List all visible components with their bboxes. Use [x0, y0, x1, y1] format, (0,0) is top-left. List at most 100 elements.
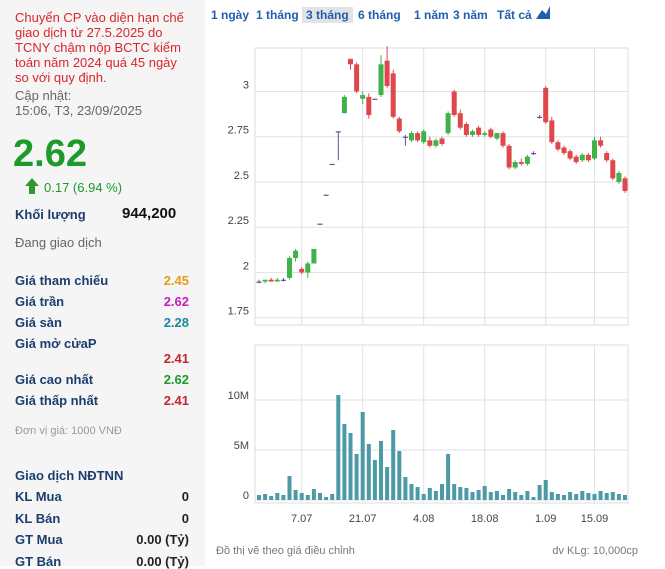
- candle-body: [329, 163, 335, 166]
- candle-body: [482, 133, 488, 135]
- volume-bar: [318, 493, 322, 500]
- range-button[interactable]: 1 tháng: [256, 8, 299, 22]
- candle-body: [506, 145, 512, 168]
- candle-body: [317, 223, 323, 225]
- row-label: Giá sàn: [15, 315, 62, 330]
- candle-body: [439, 138, 445, 144]
- candle-body: [293, 250, 299, 259]
- candle-body: [409, 133, 414, 141]
- row-value: 2.45: [163, 273, 189, 288]
- volume-bar: [440, 484, 444, 500]
- candle-body: [622, 178, 628, 192]
- candle-body: [512, 162, 518, 168]
- volume-bar: [470, 492, 475, 500]
- candle-body: [378, 64, 384, 96]
- volume-bar: [574, 494, 579, 500]
- volume-bar: [397, 451, 402, 500]
- candle-body: [451, 91, 457, 115]
- range-button[interactable]: 1 ngày: [211, 8, 250, 22]
- status: Đang giao dịch: [15, 235, 102, 250]
- candle-body: [561, 147, 567, 154]
- candle-body: [616, 172, 622, 182]
- up-arrow: [25, 178, 39, 194]
- candle-body: [396, 118, 402, 132]
- candle-body: [402, 136, 408, 138]
- volume-bar: [507, 489, 512, 500]
- foreign-label: KL Mua: [15, 489, 62, 504]
- volume-bar: [348, 433, 353, 500]
- foreign-label: KL Bán: [15, 510, 61, 526]
- row-value: 2.41: [163, 393, 189, 408]
- range-button[interactable]: Tất cả: [497, 8, 532, 22]
- candle-body: [256, 281, 262, 283]
- volume-bar: [494, 491, 499, 500]
- volume-bar: [610, 492, 615, 500]
- row-value: 2.41: [163, 351, 189, 366]
- row-value: 2.28: [163, 315, 189, 330]
- range-button[interactable]: 3 tháng: [302, 7, 353, 23]
- price: 2.62: [13, 133, 87, 175]
- volume-bar: [446, 454, 451, 500]
- candle-body: [341, 96, 347, 114]
- volume-tick-label: 0: [243, 490, 249, 502]
- volume-bar: [293, 490, 298, 500]
- candle-body: [323, 194, 329, 196]
- volume-bar: [598, 491, 603, 500]
- candle-body: [262, 279, 268, 282]
- candle-body: [610, 160, 616, 179]
- x-tick-label: 1.09: [535, 513, 556, 525]
- volume-bar: [488, 492, 493, 500]
- range-button[interactable]: 6 tháng: [358, 8, 401, 22]
- candle-body: [268, 279, 274, 282]
- candle-body: [335, 131, 341, 133]
- volume-bar: [568, 492, 573, 500]
- range-button[interactable]: 3 năm: [453, 8, 488, 22]
- y-tick-label: 1.75: [228, 306, 249, 318]
- candle-body: [415, 133, 421, 141]
- volume-bar: [543, 480, 548, 500]
- volume-bar: [519, 495, 524, 500]
- volume-bar: [299, 493, 304, 500]
- volume-bar: [427, 488, 432, 500]
- volume-bar: [366, 444, 371, 500]
- foreign-value: 0.00 (Tỷ): [136, 553, 189, 569]
- candle-body: [604, 153, 610, 161]
- candle-body: [543, 87, 549, 123]
- volume-bar: [616, 494, 621, 500]
- volume-bar: [336, 395, 341, 500]
- volume-label: Khối lượng: [15, 207, 86, 222]
- candle-body: [433, 140, 439, 146]
- candle-body: [287, 258, 292, 278]
- notice-line: toán năm 2024 quá 45 ngày: [15, 55, 177, 70]
- candle-body: [494, 133, 500, 139]
- candle-body: [524, 156, 530, 164]
- updated-label: Cập nhật:: [15, 88, 72, 103]
- volume-bar: [263, 494, 268, 500]
- volume-value: 944,200: [122, 205, 177, 222]
- x-tick-label: 4.08: [413, 513, 434, 525]
- candle-body: [555, 142, 561, 150]
- volume-bar: [305, 495, 310, 500]
- row-label: Giá trần: [15, 294, 65, 309]
- candle-body: [585, 154, 591, 161]
- x-tick-label: 21.07: [349, 513, 377, 525]
- volume-bar: [452, 484, 457, 500]
- price-frame: [254, 47, 629, 326]
- footnote: Đồ thị vẽ theo giá điều chỉnh: [216, 545, 355, 557]
- volume-bar: [415, 487, 420, 500]
- volume-bar: [549, 492, 554, 500]
- volume-bar: [324, 497, 329, 500]
- candle-body: [360, 95, 366, 99]
- candle-body: [427, 140, 433, 146]
- volume-bar: [513, 492, 518, 500]
- volume-bar: [330, 494, 335, 500]
- candle-body: [366, 96, 372, 115]
- candle-body: [354, 64, 360, 92]
- y-tick-label: 2.25: [228, 215, 249, 227]
- candle-body: [500, 133, 506, 146]
- row-value: 2.62: [163, 294, 189, 309]
- row-value: 2.62: [163, 372, 189, 387]
- range-button[interactable]: 1 năm: [414, 8, 449, 22]
